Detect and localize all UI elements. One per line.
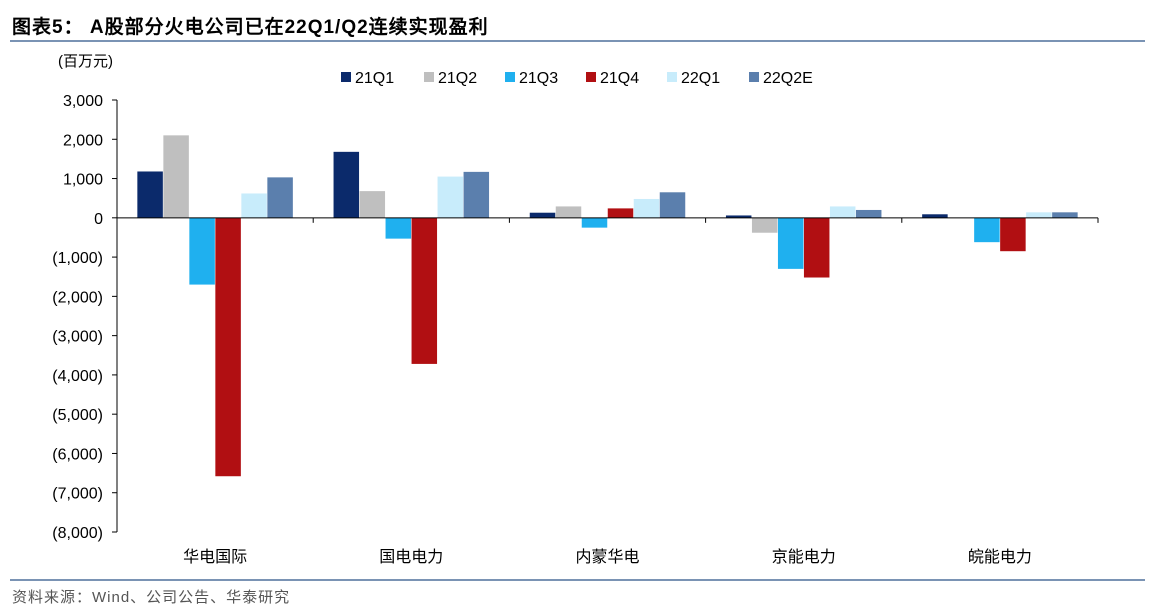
legend-swatch-21q2 [424, 72, 434, 82]
bars [137, 135, 1078, 477]
bar-22q2e-2 [659, 192, 686, 218]
legend-label-21q3: 21Q3 [519, 70, 558, 87]
y-axis-ticks: 3,000 2,000 1,000 0 (1,000) (2,000) (3,000) (4,… [52, 93, 117, 542]
bar-21q1-3 [725, 215, 752, 218]
bar-21q4-4 [1000, 217, 1026, 252]
bar-21q3-4 [974, 217, 1000, 243]
y-tick-label: (2,000) [52, 289, 103, 306]
bar-21q1-0 [137, 171, 163, 218]
source-note: 资料来源：Wind、公司公告、华泰研究 [12, 589, 291, 606]
legend-swatch-21q4 [586, 72, 596, 82]
bar-22q1-1 [437, 176, 464, 218]
y-tick-label: (6,000) [52, 446, 103, 463]
category-label: 京能电力 [772, 548, 836, 566]
y-tick-label: (4,000) [52, 368, 103, 385]
bar-21q2-2 [555, 206, 582, 218]
footer-rule [10, 579, 1145, 581]
legend-label-22q2e: 22Q2E [763, 70, 813, 87]
legend-swatch-22q2e [749, 72, 759, 82]
legend: 21Q1 21Q2 21Q3 21Q4 22Q1 22Q2E [341, 70, 813, 87]
bar-21q3-3 [777, 217, 804, 269]
y-tick-label: (1,000) [52, 250, 103, 267]
y-tick-label: (7,000) [52, 486, 103, 503]
bar-22q2e-3 [855, 209, 882, 218]
bar-21q1-2 [529, 212, 556, 218]
bar-21q4-1 [411, 217, 438, 364]
legend-label-21q2: 21Q2 [438, 70, 477, 87]
legend-swatch-21q3 [505, 72, 515, 82]
bar-22q2e-0 [267, 177, 293, 218]
category-label: 内蒙华电 [575, 548, 639, 566]
bar-21q4-2 [607, 208, 634, 218]
bar-22q1-3 [829, 206, 856, 218]
y-tick-label: 2,000 [63, 132, 103, 149]
y-tick-label: 0 [94, 211, 103, 228]
bar-21q4-0 [215, 217, 241, 477]
y-tick-label: (8,000) [52, 525, 103, 542]
category-label: 国电电力 [379, 548, 443, 566]
bar-21q1-4 [922, 214, 948, 218]
y-tick-label: (3,000) [52, 329, 103, 346]
legend-swatch-21q1 [341, 72, 351, 82]
axes [116, 100, 1099, 532]
y-axis-unit-label: (百万元) [58, 53, 113, 70]
bar-21q2-0 [163, 135, 189, 218]
bar-21q3-1 [385, 217, 412, 239]
y-tick-label: (5,000) [52, 407, 103, 424]
legend-swatch-22q1 [667, 72, 677, 82]
bar-22q1-4 [1026, 212, 1052, 218]
chart-title: 图表5： A股部分火电公司已在22Q1/Q2连续实现盈利 [12, 17, 489, 38]
legend-label-21q4: 21Q4 [600, 70, 639, 87]
category-labels: 华电国际 国电电力 内蒙华电 京能电力 皖能电力 [183, 548, 1032, 566]
legend-label-22q1: 22Q1 [681, 70, 720, 87]
y-tick-label: 3,000 [63, 93, 103, 110]
bar-21q3-2 [581, 217, 608, 228]
category-label: 皖能电力 [968, 548, 1032, 566]
category-label: 华电国际 [183, 548, 247, 566]
bar-21q4-3 [803, 217, 830, 278]
legend-label-21q1: 21Q1 [355, 70, 394, 87]
bar-22q2e-4 [1052, 212, 1078, 218]
bar-22q2e-1 [463, 171, 490, 218]
bar-22q1-0 [241, 193, 267, 218]
bar-21q2-1 [359, 191, 386, 218]
y-tick-label: 1,000 [63, 172, 103, 189]
bar-22q1-2 [633, 198, 660, 218]
bar-21q3-0 [189, 217, 215, 285]
bar-21q1-1 [333, 151, 360, 218]
title-bar: 图表5： A股部分火电公司已在22Q1/Q2连续实现盈利 [10, 6, 1145, 42]
bar-21q2-3 [751, 217, 778, 233]
